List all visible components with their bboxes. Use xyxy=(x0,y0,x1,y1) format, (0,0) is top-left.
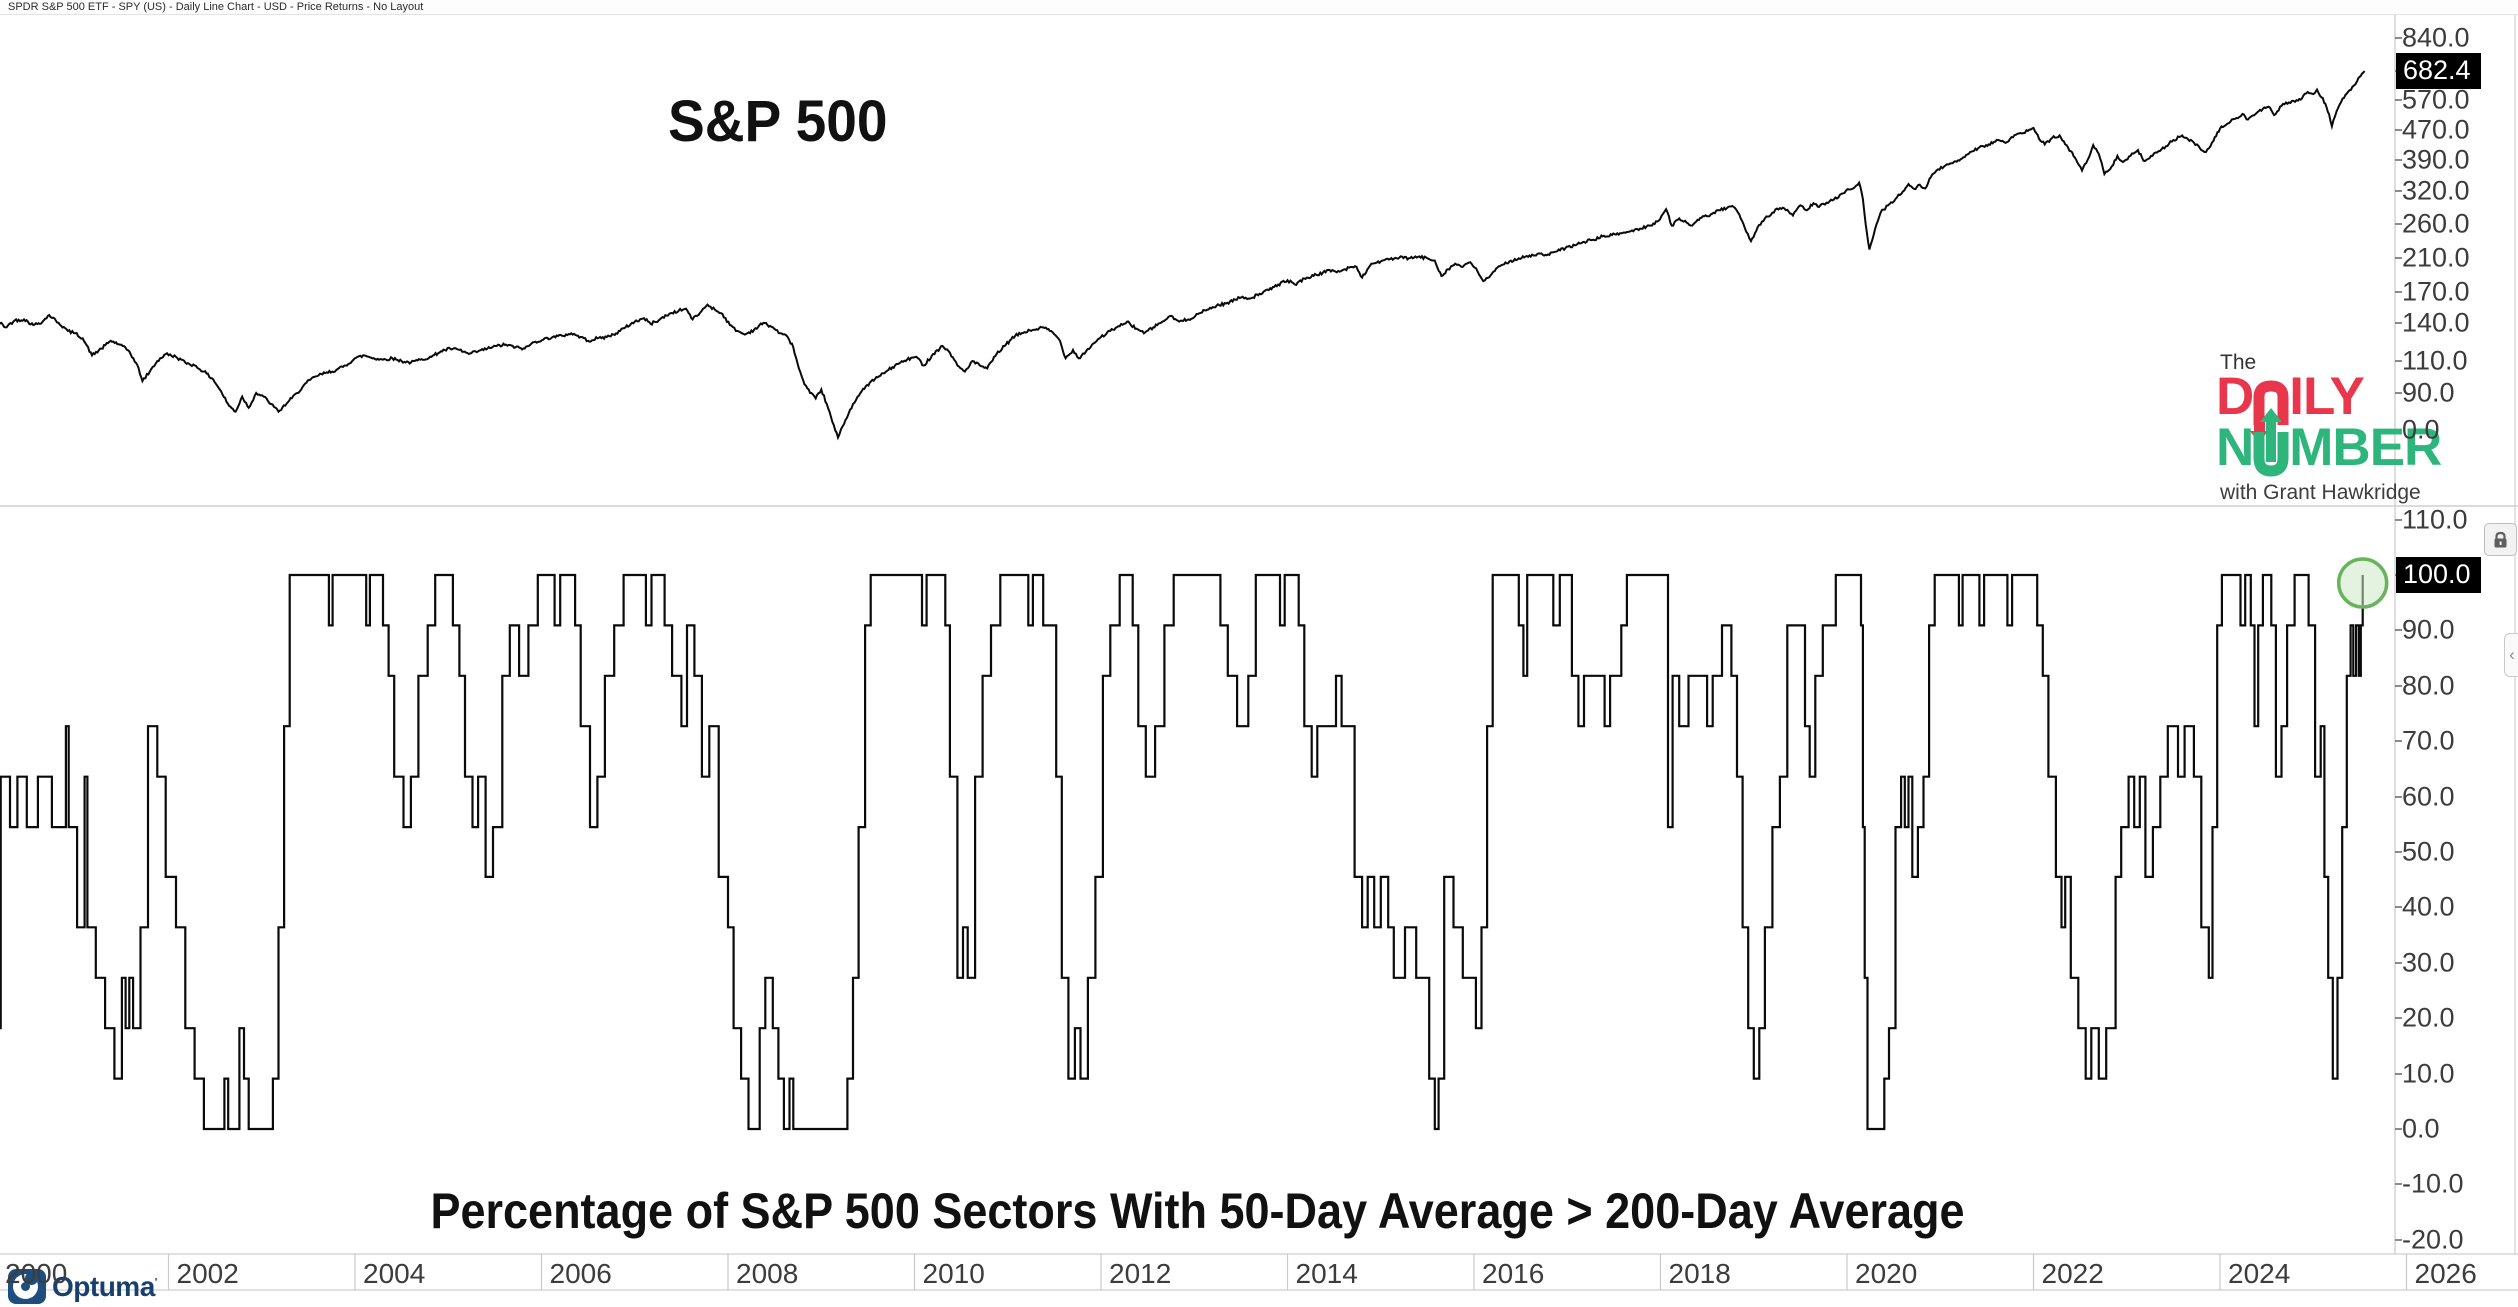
price-axis-label: 320.0 xyxy=(2402,175,2470,206)
number-up-arrow-icon xyxy=(2253,408,2289,477)
breadth-axis-label: 60.0 xyxy=(2402,781,2455,812)
price-axis-label: 570.0 xyxy=(2402,84,2470,115)
breadth-axis-label: 20.0 xyxy=(2402,1002,2455,1033)
last-value-marker xyxy=(2336,557,2389,609)
breadth-step-line xyxy=(0,573,2364,1131)
daily-d: D xyxy=(2216,367,2254,426)
price-axis-label: 110.0 xyxy=(2402,345,2468,376)
daily-number-word-number: N MBER xyxy=(2216,408,2466,477)
price-axis-label: 470.0 xyxy=(2402,114,2470,145)
price-axis-label: 260.0 xyxy=(2402,208,2470,239)
price-axis-label: 0.0 xyxy=(2402,414,2440,445)
breadth-axis-label: 110.0 xyxy=(2402,504,2468,535)
breadth-axis-label: 80.0 xyxy=(2402,670,2455,701)
optuma-icon xyxy=(8,1269,46,1304)
breadth-axis-label: 50.0 xyxy=(2402,836,2455,867)
chevron-left-icon[interactable]: ‹ xyxy=(2504,633,2518,677)
daily-number-the: The xyxy=(2220,351,2257,374)
price-axis-label: 390.0 xyxy=(2402,144,2470,175)
breadth-axis-label: 0.0 xyxy=(2402,1113,2440,1144)
price-panel-title: S&P 500 xyxy=(668,89,888,154)
breadth-axis-label: 10.0 xyxy=(2402,1058,2455,1089)
optuma-logo: Optuma' xyxy=(8,1269,157,1304)
price-axis-label: 90.0 xyxy=(2402,377,2455,408)
breadth-axis-label: -10.0 xyxy=(2402,1168,2464,1199)
breadth-axis-label: -20.0 xyxy=(2402,1224,2464,1255)
breadth-axis-label: 30.0 xyxy=(2402,947,2455,978)
breadth-panel-title: Percentage of S&P 500 Sectors With 50-Da… xyxy=(430,1183,1965,1239)
lock-icon[interactable] xyxy=(2484,523,2517,556)
daily-number-tagline: with Grant Hawkridge xyxy=(2220,481,2421,504)
daily-number-logo: The D ILY N MBER with Grant Hawkridge xyxy=(2216,352,2466,503)
price-axis-label: 840.0 xyxy=(2402,22,2470,53)
number-mber: MBER xyxy=(2289,418,2442,477)
breadth-axis-label: 90.0 xyxy=(2402,614,2455,645)
price-axis-label: 140.0 xyxy=(2402,307,2470,338)
number-n: N xyxy=(2216,418,2254,477)
price-axis-label: 682.4 xyxy=(2396,53,2481,89)
price-axis-label: 170.0 xyxy=(2402,276,2470,307)
optuma-wordmark: Optuma' xyxy=(52,1270,157,1302)
daily-number-word-daily: D ILY xyxy=(2216,370,2466,443)
breadth-axis-label: 100.0 xyxy=(2396,557,2481,593)
breadth-axis-label: 70.0 xyxy=(2402,725,2455,756)
price-axis-label: 210.0 xyxy=(2402,242,2470,273)
breadth-axis-label: 40.0 xyxy=(2402,891,2455,922)
daily-ily: ILY xyxy=(2289,367,2365,426)
